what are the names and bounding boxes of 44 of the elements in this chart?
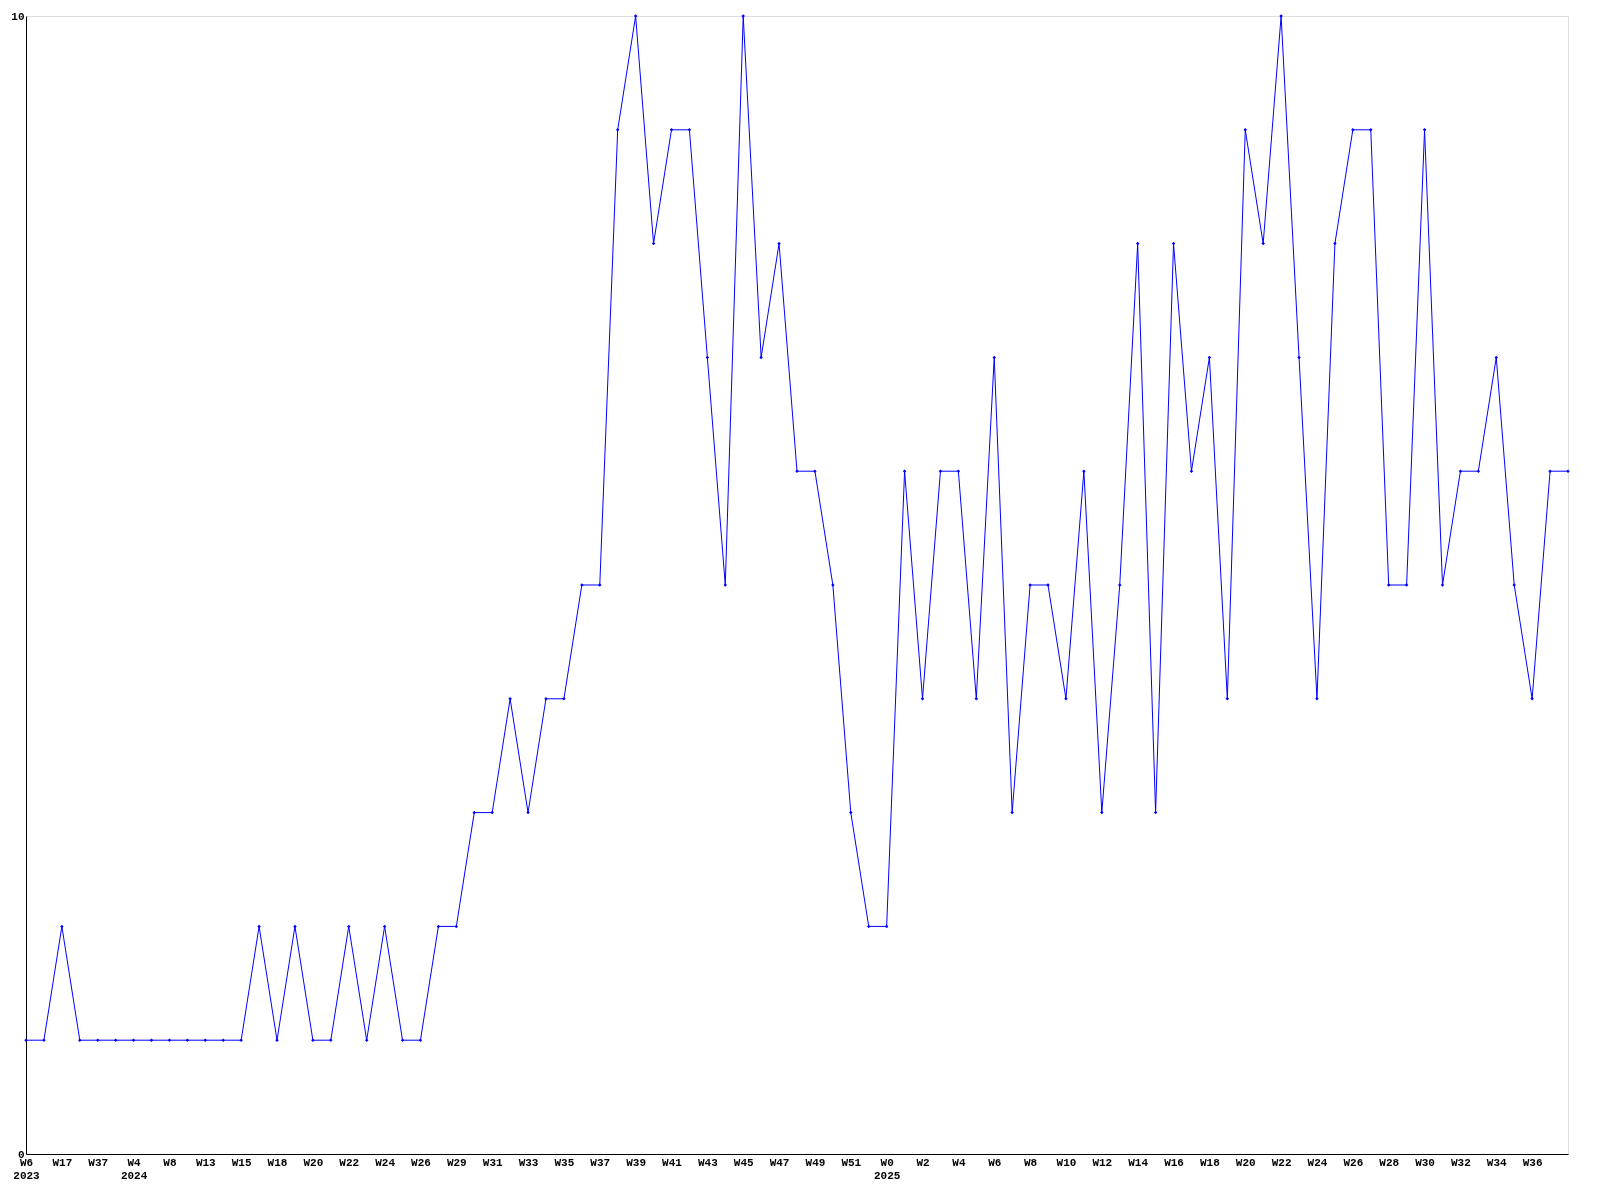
x-tick-label: W28	[1379, 1156, 1400, 1169]
x-tick-label: W33	[518, 1156, 539, 1169]
x-tick-label: W8	[163, 1156, 177, 1169]
x-tick-label: W29	[446, 1156, 467, 1169]
x-tick-label: W8	[1023, 1156, 1038, 1169]
x-tick-label: W13	[195, 1156, 217, 1169]
x-tick-label: W26	[411, 1156, 431, 1169]
x-tick-label: W30	[1415, 1156, 1435, 1169]
x-tick-label: W22	[339, 1156, 360, 1169]
x-tick-label: W6 2023	[13, 1156, 41, 1182]
x-tick-label: W41	[662, 1156, 683, 1169]
x-tick-label: W45	[733, 1156, 755, 1169]
x-tick-label: W18	[267, 1156, 288, 1169]
x-tick-label: W51	[841, 1156, 862, 1169]
x-tick-label: W32	[1451, 1156, 1471, 1169]
x-tick-label: W49	[805, 1156, 826, 1169]
y-tick-label: 10	[11, 10, 25, 23]
x-tick-label: W2	[916, 1156, 930, 1169]
x-tick-label: W37	[88, 1156, 109, 1169]
x-tick-label: W31	[482, 1156, 503, 1169]
x-tick-label: W24	[375, 1156, 396, 1169]
x-tick-label: W39	[626, 1156, 647, 1169]
x-tick-label: W4 2024	[120, 1156, 148, 1182]
x-tick-label: W34	[1486, 1156, 1508, 1169]
x-tick-label: W24	[1307, 1156, 1328, 1169]
x-tick-label: W15	[231, 1156, 252, 1169]
x-tick-label: W0 2025	[873, 1156, 901, 1182]
x-tick-label: W43	[697, 1156, 719, 1169]
x-tick-label: W16	[1164, 1156, 1184, 1169]
x-tick-label: W20	[1235, 1156, 1256, 1169]
x-tick-label: W35	[554, 1156, 575, 1169]
x-tick-label: W18	[1199, 1156, 1221, 1169]
x-tick-label: W6	[988, 1156, 1002, 1169]
x-tick-label: W14	[1128, 1156, 1149, 1169]
x-tick-label: W10	[1056, 1156, 1077, 1169]
x-tick-label: W20	[303, 1156, 324, 1169]
x-tick-label: W4	[952, 1156, 966, 1169]
x-tick-label: W17	[52, 1156, 73, 1169]
x-tick-label: W47	[769, 1156, 790, 1169]
x-tick-label: W12	[1092, 1156, 1113, 1169]
x-tick-label: W37	[590, 1156, 611, 1169]
x-tick-label: W22	[1271, 1156, 1292, 1169]
x-tick-label: W26	[1343, 1156, 1364, 1169]
x-tick-label: W36	[1522, 1156, 1543, 1169]
